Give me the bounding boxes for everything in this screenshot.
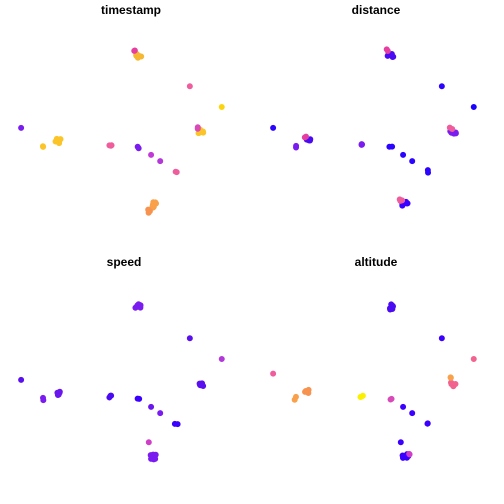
data-point-distance-12-1 (425, 169, 432, 176)
data-point-speed-0-4 (137, 304, 144, 311)
data-point-altitude-5-1 (292, 393, 299, 400)
data-point-timestamp-7-2 (108, 142, 115, 149)
data-point-altitude-7-1 (388, 395, 395, 402)
data-point-altitude-8-0 (400, 403, 407, 410)
data-point-speed-5-1 (39, 394, 46, 401)
data-point-altitude-2-0 (470, 356, 477, 363)
data-point-distance-1-1 (383, 46, 390, 53)
data-point-distance-10-0 (400, 151, 407, 158)
data-point-distance-7-1 (293, 142, 300, 149)
data-point-speed-8-0 (148, 403, 155, 410)
points-altitude (270, 301, 477, 461)
data-point-timestamp-3-0 (218, 104, 225, 111)
data-point-distance-9-1 (389, 143, 396, 150)
data-point-timestamp-11-1 (172, 168, 179, 175)
data-point-distance-5-3 (305, 137, 312, 144)
data-point-timestamp-2-0 (186, 83, 193, 90)
data-point-distance-8-2 (358, 141, 365, 148)
data-point-distance-6-1 (303, 133, 310, 140)
data-point-speed-2-0 (218, 356, 225, 363)
data-point-altitude-13-6 (399, 452, 406, 459)
panel-title-distance: distance (352, 3, 401, 17)
points-speed (18, 301, 225, 463)
data-point-distance-11-0 (409, 158, 416, 165)
points-distance (270, 46, 477, 209)
points-timestamp (18, 47, 225, 216)
data-point-timestamp-8-1 (134, 143, 141, 150)
data-point-altitude-1-0 (438, 335, 445, 342)
data-point-speed-11-6 (197, 382, 204, 389)
data-point-distance-4-0 (270, 124, 277, 131)
data-point-timestamp-13-1 (194, 124, 201, 131)
data-point-altitude-10-1 (424, 420, 431, 427)
data-point-altitude-4-3 (305, 389, 312, 396)
data-point-timestamp-0-5 (134, 54, 141, 61)
data-point-distance-16-2 (399, 197, 406, 204)
panel-timestamp: timestamp (18, 3, 225, 216)
data-point-distance-0-5 (388, 51, 395, 58)
data-point-timestamp-5-5 (56, 140, 63, 147)
data-point-distance-14-1 (449, 126, 456, 133)
data-point-timestamp-6-1 (39, 143, 46, 150)
data-point-timestamp-1-1 (131, 47, 138, 54)
data-point-altitude-12-1 (447, 374, 454, 381)
data-point-timestamp-4-0 (18, 124, 25, 131)
data-point-speed-6-2 (108, 392, 115, 399)
data-point-speed-4-4 (54, 392, 61, 399)
data-point-speed-7-1 (134, 395, 141, 402)
data-point-altitude-9-0 (409, 410, 416, 417)
data-point-altitude-6-2 (359, 392, 366, 399)
data-point-speed-1-0 (186, 335, 193, 342)
panel-speed: speed (18, 255, 225, 463)
data-point-speed-3-0 (18, 376, 25, 383)
data-point-timestamp-10-0 (157, 158, 164, 165)
data-point-altitude-0-5 (389, 303, 396, 310)
data-point-speed-12-7 (147, 452, 154, 459)
data-point-timestamp-9-0 (148, 151, 155, 158)
panel-altitude: altitude (270, 255, 477, 461)
data-point-speed-13-0 (145, 439, 152, 446)
data-point-timestamp-14-6 (150, 203, 157, 210)
data-point-timestamp-15-2 (146, 208, 153, 215)
data-point-altitude-3-0 (270, 370, 277, 377)
panel-distance: distance (270, 3, 477, 209)
panel-title-altitude: altitude (355, 255, 398, 269)
data-point-speed-9-0 (157, 410, 164, 417)
data-point-speed-12-6 (152, 455, 159, 462)
panel-title-speed: speed (107, 255, 142, 269)
data-point-distance-3-0 (470, 104, 477, 111)
data-point-distance-2-0 (438, 83, 445, 90)
data-point-altitude-11-5 (452, 381, 459, 388)
data-point-altitude-15-1 (406, 450, 413, 457)
panel-title-timestamp: timestamp (101, 3, 161, 17)
data-point-speed-0-5 (132, 304, 139, 311)
data-point-speed-10-1 (171, 420, 178, 427)
data-point-altitude-14-0 (397, 439, 404, 446)
